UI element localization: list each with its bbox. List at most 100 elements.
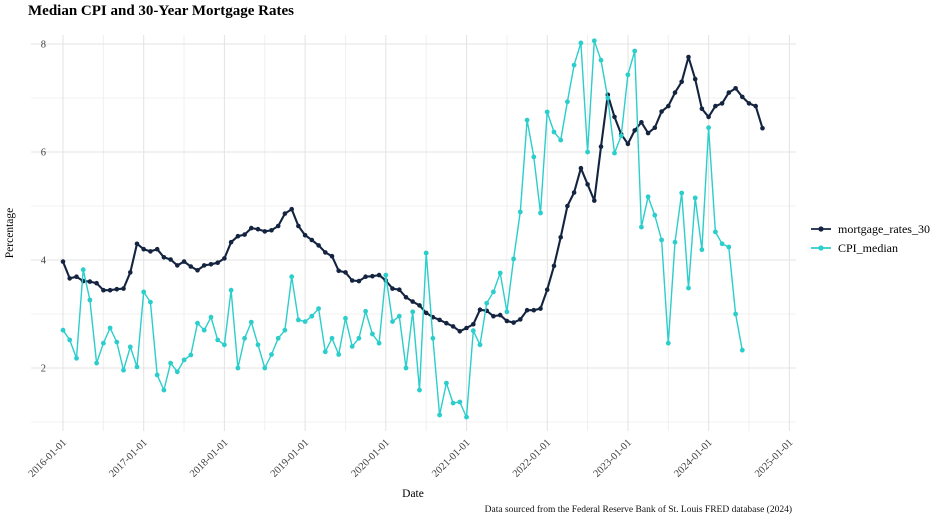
- CPI_median-point: [511, 256, 516, 262]
- mortgage_rates_30-point: [242, 232, 247, 237]
- mortgage_rates_30-point: [94, 280, 99, 286]
- mortgage_rates_30-point: [645, 130, 651, 136]
- CPI_median-point: [565, 99, 570, 105]
- mortgage_rates_30-point: [74, 274, 79, 280]
- CPI_median-point: [309, 313, 315, 319]
- CPI_median-point: [275, 335, 281, 341]
- chart-title: Median CPI and 30-Year Mortgage Rates: [28, 3, 294, 19]
- legend-label-mortgage: mortgage_rates_30: [838, 222, 930, 236]
- CPI_median-point: [154, 372, 160, 378]
- CPI_median-point: [726, 244, 732, 250]
- mortgage_rates_30-point: [161, 254, 167, 260]
- mortgage_rates_30-point: [491, 313, 496, 319]
- mortgage_rates_30-point: [188, 264, 194, 269]
- CPI_median-point: [390, 319, 395, 324]
- mortgage_rates_30-point: [128, 270, 133, 275]
- mortgage_rates_30-point: [228, 239, 234, 245]
- CPI_median-point: [491, 289, 496, 295]
- CPI_median-point: [329, 335, 335, 341]
- mortgage_rates_30-point: [376, 272, 382, 278]
- mortgage_rates_30-point: [423, 310, 429, 316]
- CPI_median-point: [423, 250, 429, 256]
- mortgage_rates_30-point: [692, 76, 698, 82]
- CPI_median-point: [692, 195, 698, 201]
- CPI_median-point: [148, 299, 153, 305]
- CPI_median-point: [484, 300, 490, 306]
- CPI_median-point: [316, 306, 321, 311]
- mortgage_rates_30-point: [565, 203, 570, 209]
- CPI_median-point: [282, 327, 288, 333]
- mortgage_rates_30-point: [524, 307, 530, 313]
- mortgage_rates_30-point: [558, 235, 563, 240]
- CPI_median-point: [296, 317, 301, 323]
- mortgage_rates_30-point: [666, 103, 671, 109]
- CPI_median-point: [322, 349, 328, 355]
- CPI_median-point: [188, 352, 194, 358]
- CPI_median-point: [228, 287, 234, 293]
- CPI_median-point: [396, 313, 402, 319]
- CPI_median-point: [67, 337, 73, 343]
- CPI_median-point: [215, 337, 221, 343]
- mortgage_rates_30-point: [686, 54, 691, 60]
- CPI_median-point: [524, 117, 530, 123]
- y-axis-tick-labels: 2 4 6 8: [41, 40, 47, 375]
- CPI_median-point: [477, 342, 483, 348]
- chart-caption: Data sourced from the Federal Reserve Ba…: [485, 504, 792, 515]
- CPI_median-point: [625, 72, 631, 78]
- mortgage_rates_30-point: [417, 303, 422, 308]
- mortgage_rates_30-point: [87, 279, 93, 284]
- mortgage_rates_30-point: [551, 263, 557, 269]
- major-gridlines: [31, 35, 796, 431]
- mortgage_rates_30-point: [370, 273, 375, 279]
- minor-gridlines: [31, 35, 796, 431]
- CPI_median-point: [168, 360, 174, 366]
- CPI_median-point: [639, 224, 644, 230]
- mortgage_rates_30-point: [363, 274, 368, 280]
- x-tick-label: 2021-01-01: [430, 437, 472, 479]
- mortgage_rates_30-point: [60, 259, 66, 264]
- x-axis-tick-labels: 2016-01-01 2017-01-01 2018-01-01 2019-01-01…: [27, 437, 796, 479]
- mortgage_rates_30-point: [296, 223, 301, 229]
- x-tick-label: 2022-01-01: [511, 437, 553, 479]
- mortgage_rates_30-point: [518, 317, 523, 322]
- CPI_median-point: [87, 297, 93, 303]
- x-tick-label: 2019-01-01: [269, 437, 311, 479]
- CPI_median-point: [134, 364, 140, 370]
- CPI_median-point: [713, 229, 718, 235]
- CPI_median-point: [417, 387, 422, 393]
- mortgage_rates_30-point: [403, 295, 409, 300]
- mortgage_rates_30-point: [356, 278, 362, 284]
- CPI_median-point: [174, 369, 180, 375]
- mortgage_rates_30-point: [740, 94, 745, 100]
- y-tick-label: 4: [41, 256, 47, 267]
- CPI_median-point: [60, 327, 66, 333]
- mortgage_rates_30-point: [410, 299, 416, 304]
- CPI_median-point: [289, 274, 295, 280]
- mortgage_rates_30-point: [397, 287, 402, 293]
- mortgage_rates_30-point: [181, 259, 187, 264]
- mortgage_rates_30-point: [672, 90, 678, 95]
- CPI_median-point: [672, 239, 678, 245]
- legend-key-point-icon: [818, 245, 824, 251]
- mortgage_rates_30-point: [282, 211, 288, 216]
- CPI_median-point: [201, 327, 207, 333]
- CPI_median-point: [363, 308, 368, 314]
- x-tick-label: 2017-01-01: [107, 437, 149, 479]
- mortgage_rates_30-point: [612, 114, 617, 120]
- mortgage_rates_30-point: [349, 278, 355, 283]
- mortgage_rates_30-point: [477, 307, 483, 313]
- CPI_median-point: [269, 352, 274, 357]
- mortgage_rates_30-point: [222, 256, 227, 261]
- mortgage_rates_30-point: [148, 249, 153, 254]
- y-tick-label: 2: [41, 364, 46, 375]
- CPI_median-point: [80, 267, 86, 273]
- mortgage_rates_30-point: [679, 79, 684, 85]
- mortgage_rates_30-point: [67, 276, 72, 281]
- CPI_median-point: [733, 311, 738, 317]
- CPI_median-point: [679, 190, 685, 196]
- CPI_median-point: [94, 360, 99, 366]
- CPI_median-point: [403, 365, 409, 371]
- CPI_median-point: [343, 315, 348, 321]
- mortgage_rates_30-point: [511, 320, 516, 325]
- CPI_median-point: [127, 344, 133, 350]
